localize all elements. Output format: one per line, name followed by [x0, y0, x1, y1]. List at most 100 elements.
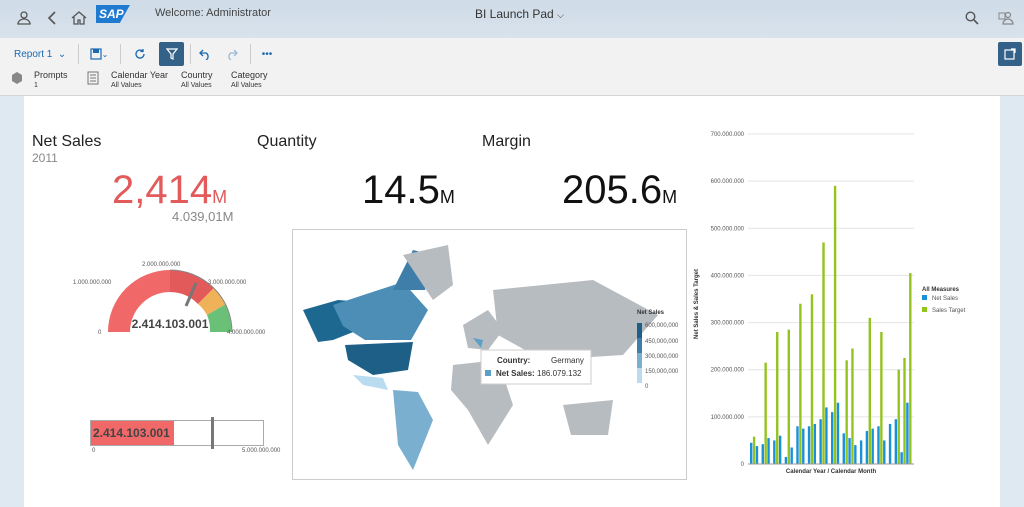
undo-icon[interactable]: [195, 42, 215, 66]
legend-swatch: [922, 295, 927, 300]
bar-chart[interactable]: 0 100.000.000 200.000.000 300.000.000 400.00…: [684, 124, 1000, 476]
filter-label-country[interactable]: Country: [181, 70, 213, 80]
kpi-value-margin[interactable]: 205.6M: [562, 170, 677, 217]
shell-bar: SAP Welcome: Administrator BI Launch Pad…: [0, 0, 1024, 38]
divider: [120, 44, 121, 64]
legend-label: Net Sales: [932, 296, 958, 302]
bar: [761, 444, 764, 464]
bar: [845, 360, 848, 464]
world-map[interactable]: Country: Germany Net Sales: 186.079.132 …: [292, 229, 687, 480]
bar: [848, 438, 851, 464]
bar: [764, 362, 767, 464]
bullet-target-marker: [211, 417, 215, 449]
filter-label-category[interactable]: Category: [231, 70, 268, 80]
refresh-icon[interactable]: [130, 42, 150, 66]
gauge-tick: 0: [98, 330, 102, 336]
bar: [851, 348, 854, 464]
gauge-band-red: [108, 270, 170, 332]
bar: [790, 447, 793, 464]
report-selector[interactable]: Report 1 ⌄: [14, 42, 74, 66]
gauge-band-red: [170, 269, 214, 304]
bar: [883, 440, 886, 464]
bar: [903, 357, 906, 464]
bar: [752, 436, 756, 464]
bar: [842, 433, 845, 464]
filter-value-country: All Values: [181, 82, 212, 89]
map-legend-label: 300,000,000: [645, 354, 679, 360]
bullet-min: 0: [92, 448, 96, 454]
tooltip-swatch: [485, 370, 491, 376]
more-options-icon[interactable]: •••: [261, 48, 273, 60]
gauge-chart[interactable]: 2.414.103.001 0 1.000.000.000 2.000.000.…: [68, 256, 268, 336]
bullet-value: 2.414.103.001: [93, 426, 170, 440]
bar: [796, 426, 799, 464]
bullet-max: 5.000.000.000: [242, 448, 281, 454]
home-icon[interactable]: [69, 8, 89, 28]
filter-value-category: All Values: [231, 82, 262, 89]
kpi-unit: M: [212, 187, 228, 207]
bar: [897, 369, 900, 464]
bar: [909, 273, 912, 464]
map-region-asia: [493, 280, 658, 360]
bar: [802, 428, 805, 464]
tooltip-sales: 186.079.132: [537, 369, 582, 378]
users-icon[interactable]: [996, 8, 1016, 28]
bar: [854, 445, 857, 464]
map-region-australia: [563, 400, 613, 435]
kpi-value-net-sales[interactable]: 2,414M: [112, 170, 227, 217]
chevron-down-icon: ⌵: [557, 10, 564, 20]
map-legend-label: 600,000,000: [645, 323, 679, 329]
back-icon[interactable]: [42, 8, 62, 28]
y-tick-label: 700.000.000: [711, 132, 745, 138]
save-icon[interactable]: ⌄: [86, 42, 112, 66]
bar: [822, 242, 825, 464]
kpi-title-margin: Margin: [482, 133, 531, 150]
bar: [868, 317, 871, 464]
bar: [906, 402, 909, 464]
y-tick-label: 0: [741, 462, 745, 468]
user-icon[interactable]: [14, 8, 34, 28]
filter-icon[interactable]: [159, 42, 184, 66]
filter-label-calendar-year[interactable]: Calendar Year: [111, 70, 169, 80]
map-legend-swatch: [637, 338, 642, 353]
bar: [784, 456, 788, 464]
gauge-tick: 1.000.000.000: [73, 280, 112, 286]
bar: [836, 402, 840, 464]
bar: [767, 438, 770, 464]
side-panel-icon[interactable]: [998, 42, 1022, 66]
bar: [810, 294, 814, 464]
filter-list-icon: [87, 71, 99, 90]
bar: [776, 332, 779, 464]
bar: [894, 419, 898, 464]
tooltip-sales-label: Net Sales:: [496, 369, 535, 378]
y-axis-title: Net Sales & Sales Target: [694, 269, 700, 339]
bar: [825, 407, 828, 464]
redo-icon[interactable]: [222, 42, 242, 66]
map-legend-swatch: [637, 323, 642, 338]
bar: [819, 419, 822, 464]
gauge-band-orange: [198, 288, 226, 315]
legend-swatch: [922, 307, 927, 312]
y-tick-label: 300.000.000: [711, 321, 745, 327]
bar: [900, 452, 903, 464]
app-title[interactable]: BI Launch Pad ⌵: [475, 7, 564, 21]
y-tick-label: 400.000.000: [711, 273, 745, 279]
gauge-tick: 4.000.000.000: [227, 330, 266, 336]
kpi-value-quantity[interactable]: 14.5M: [362, 170, 455, 217]
map-legend-swatch: [637, 353, 642, 368]
map-region-south-america: [393, 390, 433, 470]
bar: [888, 423, 892, 464]
bullet-chart[interactable]: 2.414.103.001: [90, 417, 264, 449]
tooltip-country-label: Country:: [497, 356, 530, 365]
gauge-outline: [169, 269, 233, 333]
sap-logo: SAP: [96, 5, 130, 23]
kpi-number: 14.5: [362, 168, 440, 212]
bar: [807, 426, 811, 464]
search-icon[interactable]: [962, 8, 982, 28]
bar: [755, 446, 759, 464]
y-tick-label: 200.000.000: [711, 368, 745, 374]
legend-title: All Measures: [922, 287, 960, 293]
filter-label-prompts[interactable]: Prompts: [34, 70, 68, 80]
bullet-bar: [91, 421, 175, 445]
map-legend-title: Net Sales: [637, 310, 665, 316]
